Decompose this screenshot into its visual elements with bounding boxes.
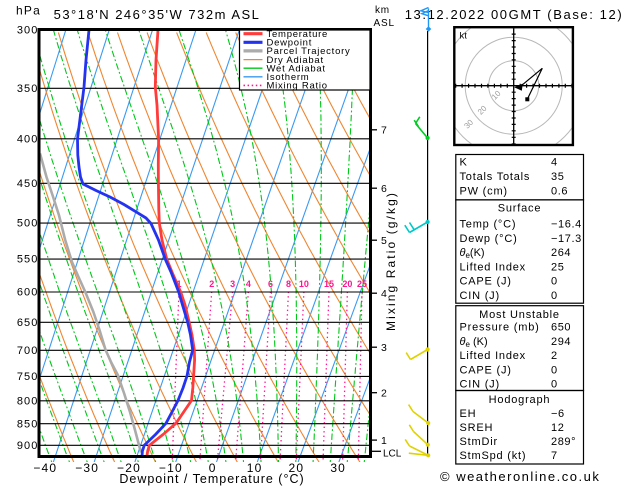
- svg-text:800: 800: [17, 395, 39, 407]
- svg-text:700: 700: [17, 345, 39, 357]
- svg-text:Totals Totals: Totals Totals: [460, 171, 531, 183]
- svg-text:264: 264: [551, 247, 571, 259]
- svg-text:5: 5: [381, 235, 387, 247]
- svg-text:Dry Adiabat: Dry Adiabat: [267, 55, 324, 66]
- svg-text:500: 500: [17, 218, 39, 230]
- svg-text:Dewpoint: Dewpoint: [267, 38, 313, 49]
- svg-text:Most Unstable: Most Unstable: [479, 309, 560, 321]
- svg-text:K: K: [460, 157, 468, 169]
- svg-text:−10: −10: [159, 461, 183, 475]
- svg-text:Hodograph: Hodograph: [489, 394, 551, 406]
- svg-text:−20: −20: [117, 461, 141, 475]
- svg-text:StmDir: StmDir: [460, 436, 498, 448]
- svg-text:3: 3: [381, 342, 387, 354]
- svg-text:53°18'N 246°35'W 732m ASL: 53°18'N 246°35'W 732m ASL: [54, 7, 261, 22]
- svg-text:−17.3: −17.3: [551, 233, 582, 245]
- svg-text:CAPE (J): CAPE (J): [460, 364, 512, 376]
- svg-text:20: 20: [342, 279, 352, 289]
- svg-text:1: 1: [176, 279, 181, 289]
- svg-text:35: 35: [551, 171, 564, 183]
- svg-text:650: 650: [551, 322, 571, 334]
- svg-text:StmSpd (kt): StmSpd (kt): [460, 450, 527, 462]
- svg-text:CIN (J): CIN (J): [460, 290, 500, 302]
- svg-text:Lifted Index: Lifted Index: [460, 350, 526, 362]
- svg-text:6: 6: [268, 279, 273, 289]
- svg-text:10: 10: [247, 461, 263, 475]
- svg-text:ASL: ASL: [374, 18, 395, 29]
- svg-text:294: 294: [551, 336, 571, 348]
- svg-text:4: 4: [246, 279, 251, 289]
- svg-text:−40: −40: [33, 461, 57, 475]
- svg-text:Wet Adiabat: Wet Adiabat: [267, 63, 326, 74]
- svg-text:Dewp (°C): Dewp (°C): [460, 233, 518, 245]
- svg-text:13.12.2022 00GMT (Base: 12): 13.12.2022 00GMT (Base: 12): [405, 7, 624, 22]
- svg-text:25: 25: [357, 279, 367, 289]
- svg-text:6: 6: [381, 183, 387, 195]
- svg-text:Lifted Index: Lifted Index: [460, 261, 526, 273]
- svg-text:PW (cm): PW (cm): [460, 185, 508, 197]
- svg-text:7: 7: [381, 125, 387, 137]
- svg-text:Dewpoint / Temperature (°C): Dewpoint / Temperature (°C): [119, 472, 304, 486]
- svg-text:km: km: [375, 5, 390, 16]
- svg-text:4: 4: [381, 288, 387, 300]
- svg-text:EH: EH: [460, 408, 477, 420]
- svg-text:3: 3: [230, 279, 235, 289]
- svg-text:0: 0: [551, 379, 558, 391]
- svg-text:−6: −6: [551, 408, 565, 420]
- svg-text:−16.4: −16.4: [551, 219, 582, 231]
- svg-text:© weatheronline.co.uk: © weatheronline.co.uk: [440, 469, 600, 484]
- svg-text:Mixing Ratio (g/kg): Mixing Ratio (g/kg): [384, 191, 398, 331]
- svg-text:4: 4: [551, 157, 558, 169]
- svg-text:SREH: SREH: [460, 422, 494, 434]
- svg-text:10: 10: [299, 279, 309, 289]
- svg-text:650: 650: [17, 317, 39, 329]
- svg-text:550: 550: [17, 254, 39, 266]
- svg-text:900: 900: [17, 440, 39, 452]
- svg-text:0: 0: [209, 461, 217, 475]
- svg-text:2: 2: [551, 350, 558, 362]
- svg-text:350: 350: [17, 83, 39, 95]
- svg-text:Temp (°C): Temp (°C): [460, 219, 517, 231]
- svg-text:600: 600: [17, 287, 39, 299]
- svg-text:hPa: hPa: [16, 4, 41, 18]
- svg-text:CAPE (J): CAPE (J): [460, 276, 512, 288]
- svg-text:850: 850: [17, 418, 39, 430]
- svg-text:0.6: 0.6: [551, 185, 568, 197]
- svg-text:0: 0: [551, 364, 558, 376]
- svg-text:7: 7: [551, 450, 558, 462]
- svg-text:0: 0: [551, 276, 558, 288]
- svg-text:−30: −30: [75, 461, 99, 475]
- svg-text:2: 2: [209, 279, 214, 289]
- svg-text:θe (K): θe (K): [460, 336, 488, 349]
- svg-text:8: 8: [286, 279, 291, 289]
- svg-text:25: 25: [551, 261, 564, 273]
- svg-text:Parcel Trajectory: Parcel Trajectory: [267, 46, 351, 57]
- svg-text:2: 2: [381, 388, 387, 400]
- svg-text:30: 30: [330, 461, 346, 475]
- svg-text:450: 450: [17, 178, 39, 190]
- svg-text:20: 20: [289, 461, 305, 475]
- svg-text:750: 750: [17, 371, 39, 383]
- svg-text:LCL: LCL: [383, 449, 402, 460]
- svg-text:CIN (J): CIN (J): [460, 379, 500, 391]
- svg-text:Isotherm: Isotherm: [267, 72, 310, 83]
- svg-text:Temperature: Temperature: [267, 29, 329, 40]
- svg-text:θe(K): θe(K): [460, 247, 485, 260]
- svg-text:12: 12: [551, 422, 564, 434]
- svg-text:Pressure (mb): Pressure (mb): [460, 322, 540, 334]
- svg-text:1: 1: [381, 435, 387, 447]
- svg-text:400: 400: [17, 133, 39, 145]
- svg-text:kt: kt: [460, 31, 468, 42]
- svg-text:289°: 289°: [551, 436, 576, 448]
- svg-text:0: 0: [551, 290, 558, 302]
- svg-text:15: 15: [324, 279, 334, 289]
- svg-text:Surface: Surface: [498, 203, 542, 215]
- svg-text:300: 300: [17, 25, 39, 37]
- svg-text:Mixing Ratio: Mixing Ratio: [267, 81, 328, 92]
